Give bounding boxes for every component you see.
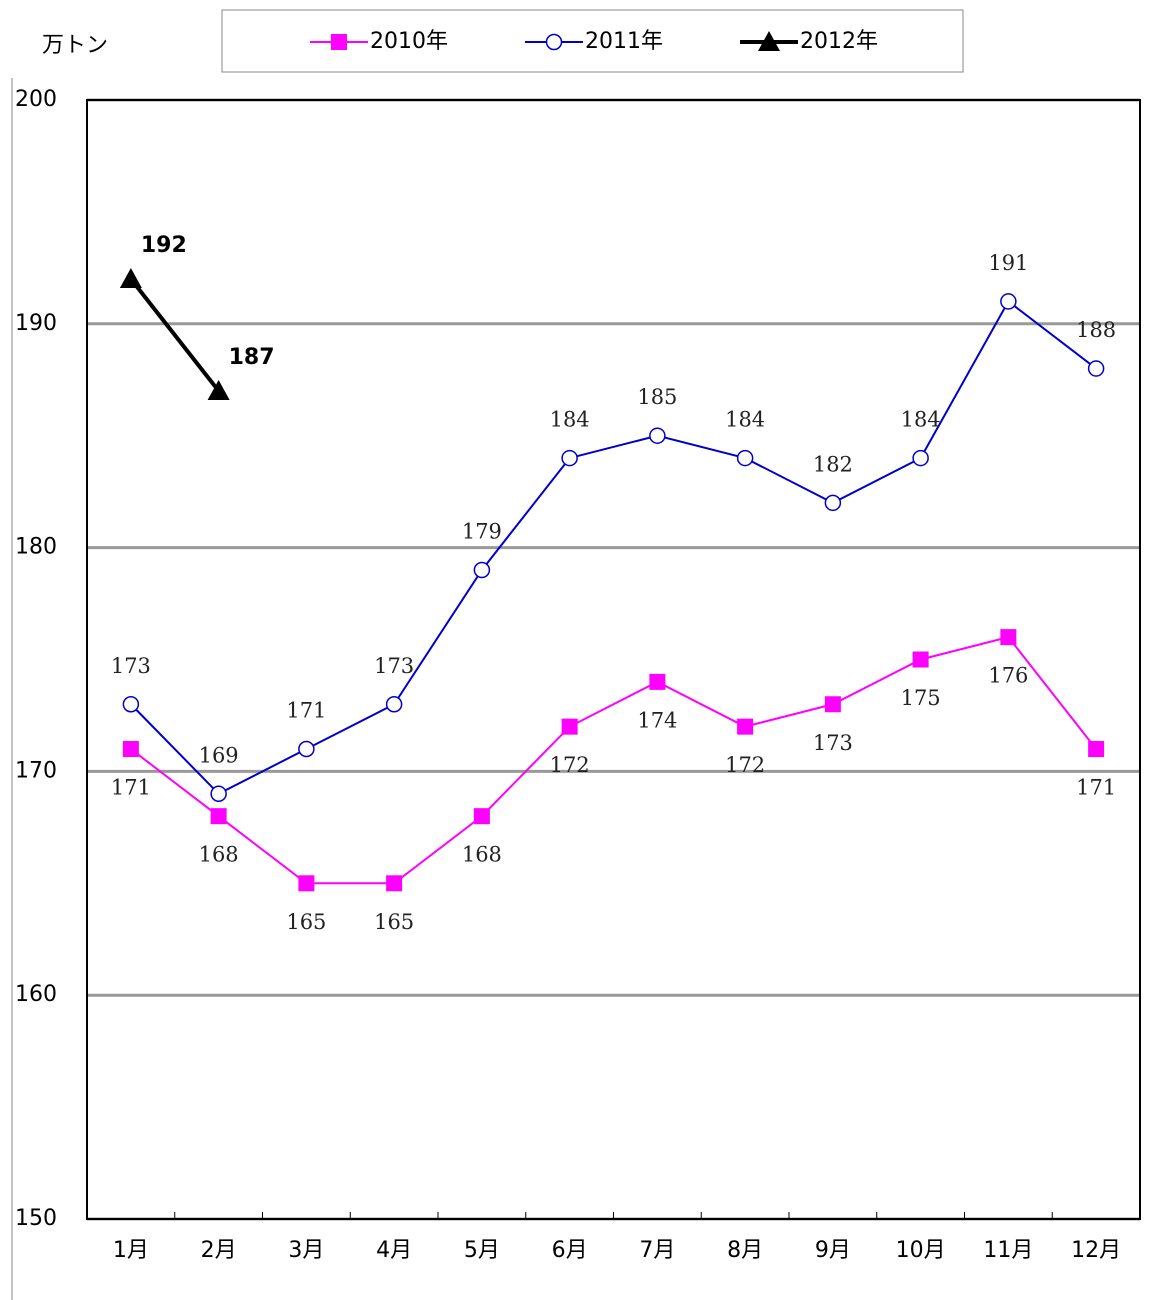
data-label: 184 — [725, 408, 765, 432]
x-tick-label: 7月 — [639, 1238, 675, 1263]
x-tick-label: 8月 — [727, 1238, 763, 1263]
series-line — [130, 299, 1097, 796]
data-point — [561, 449, 578, 467]
data-point — [736, 449, 754, 467]
x-tick-label: 6月 — [552, 1238, 588, 1263]
data-point — [1000, 629, 1017, 646]
data-label: 172 — [725, 753, 765, 777]
data-point — [1088, 741, 1105, 758]
data-label: 171 — [1076, 776, 1116, 800]
data-point — [649, 427, 666, 444]
data-point — [912, 449, 929, 467]
data-label: 172 — [550, 753, 590, 777]
y-axis-label: 万トン — [42, 33, 108, 58]
data-point — [298, 740, 315, 758]
legend-marker — [331, 34, 347, 50]
data-label: 192 — [141, 233, 187, 258]
data-point — [386, 875, 403, 892]
data-point — [122, 696, 140, 713]
data-point — [473, 561, 491, 579]
data-label: 174 — [637, 708, 677, 732]
data-label: 187 — [229, 345, 275, 370]
y-tick-label: 190 — [15, 311, 57, 336]
data-point — [298, 875, 315, 892]
legend-label: 2010年 — [370, 29, 448, 54]
data-point — [824, 696, 841, 713]
data-point — [207, 379, 230, 400]
data-label: 188 — [1076, 318, 1116, 342]
x-tick-label: 1月 — [113, 1238, 149, 1263]
data-point — [210, 808, 227, 825]
y-tick-label: 150 — [15, 1206, 57, 1231]
data-point — [649, 673, 666, 690]
x-tick-label: 4月 — [376, 1238, 412, 1263]
x-tick-label: 10月 — [896, 1238, 946, 1263]
data-point — [1087, 360, 1105, 377]
series-line — [130, 635, 1097, 885]
x-tick-label: 5月 — [464, 1238, 500, 1263]
data-point — [119, 268, 142, 289]
y-tick-label: 170 — [15, 758, 57, 783]
legend-label: 2012年 — [800, 29, 878, 54]
data-label: 184 — [550, 408, 590, 432]
legend-label: 2011年 — [585, 29, 663, 54]
y-tick-label: 160 — [15, 982, 57, 1007]
series-line — [129, 277, 221, 393]
data-label: 169 — [199, 743, 239, 767]
legend-marker — [758, 31, 780, 51]
data-label: 184 — [901, 408, 941, 432]
data-label: 165 — [286, 910, 326, 934]
data-label: 182 — [813, 452, 853, 476]
data-point — [385, 696, 403, 713]
data-label: 171 — [286, 699, 326, 723]
data-label: 165 — [374, 910, 414, 934]
data-point — [561, 718, 578, 735]
data-point — [912, 651, 929, 668]
data-point — [824, 494, 842, 512]
data-point — [737, 718, 754, 735]
data-label: 168 — [199, 843, 239, 867]
x-tick-label: 3月 — [288, 1238, 324, 1263]
y-tick-label: 200 — [15, 87, 57, 112]
y-tick-label: 180 — [15, 535, 57, 560]
data-label: 173 — [813, 731, 853, 755]
data-label: 171 — [111, 776, 151, 800]
data-label: 173 — [374, 654, 414, 678]
x-tick-label: 11月 — [983, 1238, 1033, 1263]
data-label: 175 — [901, 686, 941, 710]
data-label: 185 — [637, 385, 677, 409]
x-tick-label: 9月 — [815, 1238, 851, 1263]
x-tick-label: 12月 — [1071, 1238, 1121, 1263]
legend-marker — [545, 33, 563, 51]
data-label: 176 — [988, 664, 1028, 688]
data-point — [1000, 293, 1017, 310]
data-label: 179 — [462, 519, 502, 543]
x-tick-label: 2月 — [201, 1238, 237, 1263]
data-point — [122, 741, 139, 758]
data-label: 168 — [462, 843, 502, 867]
data-label: 191 — [988, 251, 1028, 275]
data-label: 173 — [111, 654, 151, 678]
data-point — [210, 785, 227, 803]
plot-area — [86, 99, 1141, 1220]
data-point — [473, 808, 490, 825]
